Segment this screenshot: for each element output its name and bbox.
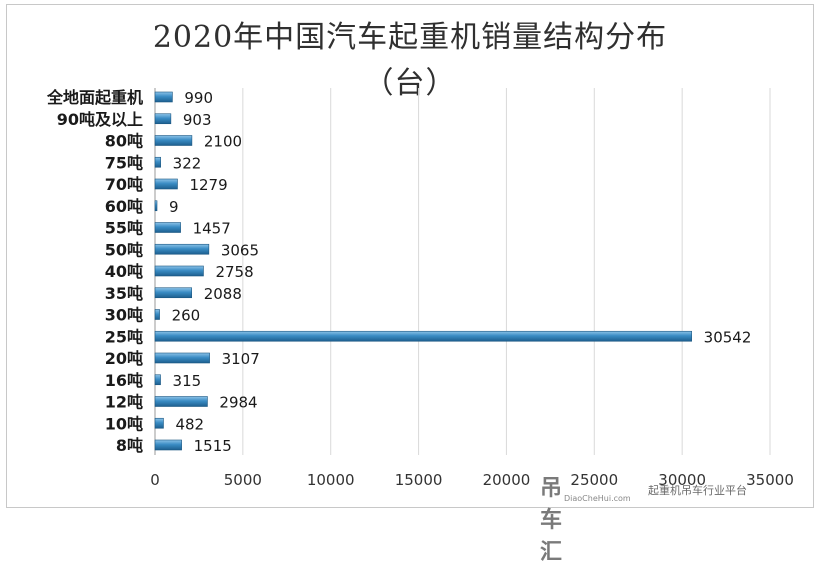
category-label: 20吨 [105, 349, 143, 368]
bar [154, 91, 173, 103]
value-label: 1457 [193, 220, 231, 238]
value-label: 990 [184, 89, 213, 107]
bar [154, 352, 210, 364]
bar [154, 330, 692, 342]
value-label: 3107 [222, 350, 260, 368]
bar [154, 265, 204, 277]
chart-title: 2020年中国汽车起重机销量结构分布 [152, 20, 668, 55]
bar [154, 200, 158, 212]
x-tick-label: 5000 [224, 471, 262, 489]
category-label: 12吨 [105, 393, 143, 412]
value-label: 1515 [194, 437, 232, 455]
value-label: 903 [183, 111, 212, 129]
bar [154, 135, 193, 146]
value-label: 1279 [189, 176, 227, 194]
value-label: 322 [173, 154, 202, 172]
bar [154, 178, 178, 190]
value-label: 2100 [204, 133, 242, 151]
category-label: 80吨 [105, 132, 143, 151]
category-label: 75吨 [105, 153, 143, 172]
value-label: 30542 [704, 328, 752, 346]
bar [154, 374, 161, 386]
watermark-logo: 吊车汇 [540, 476, 563, 565]
value-label: 260 [172, 307, 201, 325]
value-label: 2984 [219, 394, 257, 412]
bar [154, 156, 161, 168]
category-label: 90吨及以上 [57, 110, 143, 129]
chart-subtitle: （台） [363, 66, 457, 101]
category-label: 30吨 [105, 306, 143, 325]
x-tick-label: 35000 [746, 471, 794, 489]
category-label: 10吨 [105, 414, 143, 433]
value-label: 2758 [215, 263, 253, 281]
bar [154, 417, 164, 429]
category-label: 8吨 [116, 436, 143, 455]
category-label: 25吨 [105, 327, 143, 346]
category-label: 35吨 [105, 284, 143, 303]
bar-chart: 全地面起重机 90吨及以上 80吨 75吨 70吨 60吨 55吨 50吨 40吨 35吨 30吨 2… [46, 88, 794, 489]
category-label: 全地面起重机 [46, 88, 143, 107]
value-label: 9 [169, 198, 179, 216]
chart-frame [6, 4, 814, 508]
value-label: 2088 [204, 285, 242, 303]
category-label: 50吨 [105, 240, 143, 259]
watermark-url: DiaoCheHui.com [564, 494, 631, 503]
x-tick-label: 25000 [570, 471, 618, 489]
category-label: 40吨 [105, 262, 143, 281]
value-label: 3065 [221, 241, 259, 259]
x-tick-label: 20000 [483, 471, 531, 489]
x-tick-label: 10000 [307, 471, 355, 489]
bar [154, 243, 210, 255]
category-label: 16吨 [105, 371, 143, 390]
category-label: 70吨 [105, 175, 143, 194]
value-label: 482 [175, 415, 204, 433]
x-tick-label: 0 [150, 471, 160, 489]
bar [154, 287, 192, 299]
value-label: 315 [173, 372, 202, 390]
bar [154, 309, 160, 320]
x-tick-label: 15000 [395, 471, 443, 489]
bar [154, 113, 172, 125]
category-label: 60吨 [105, 197, 143, 216]
category-label: 55吨 [105, 219, 143, 238]
watermark-slogan: 起重机吊车行业平台 [648, 484, 747, 497]
bar [154, 396, 208, 407]
bar [154, 439, 182, 451]
x-tick-label: 30000 [658, 471, 706, 489]
bar [154, 222, 181, 233]
